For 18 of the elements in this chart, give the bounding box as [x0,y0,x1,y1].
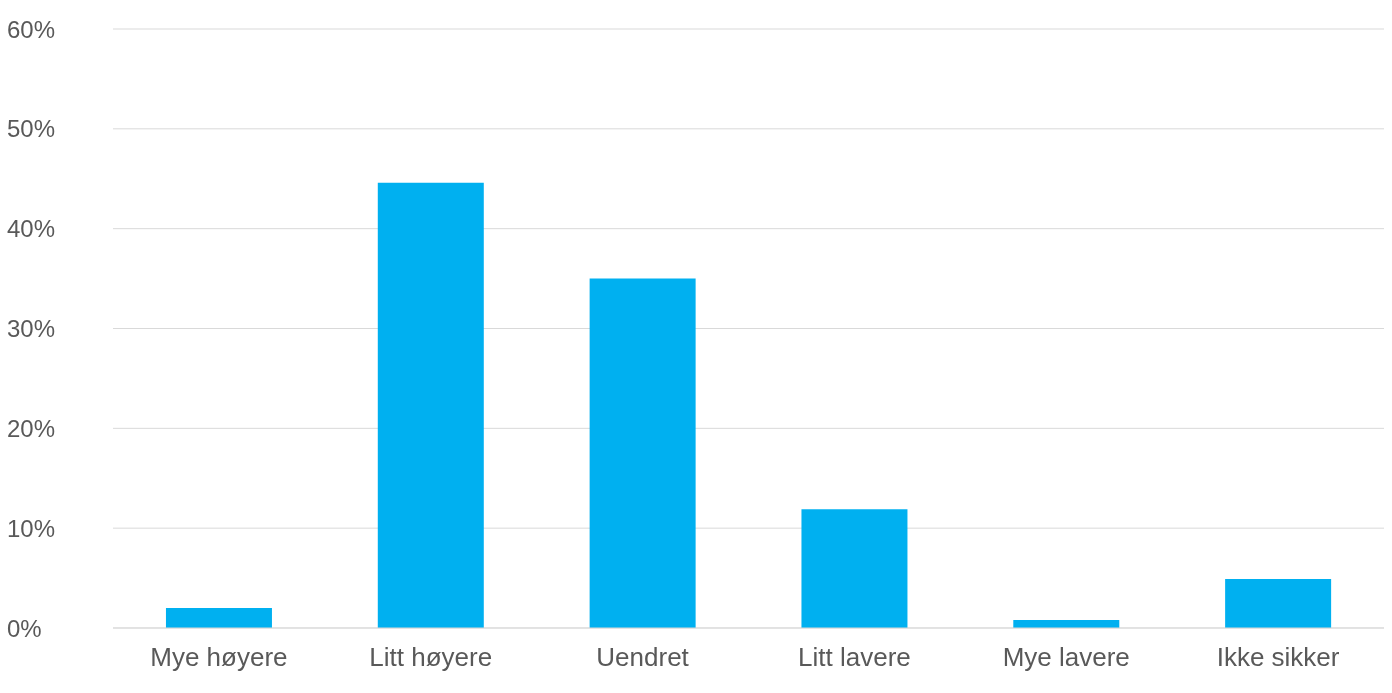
x-tick-label: Mye høyere [150,642,288,673]
bar [377,182,484,628]
x-tick-label: Uendret [596,642,690,673]
y-tick-label: 20% [7,414,56,442]
x-tick-label: Litt høyere [369,642,493,673]
y-tick-label: 60% [7,15,56,43]
y-tick-label: 50% [7,115,56,143]
bar [1225,579,1332,628]
x-tick-label: Litt lavere [798,642,911,673]
bar [801,509,908,628]
y-tick-label: 0% [7,614,42,642]
x-tick-label: Mye lavere [1002,642,1130,673]
x-tick-label: Ikke sikker [1216,642,1340,673]
y-tick-label: 10% [7,514,56,542]
y-tick-label: 30% [7,315,56,343]
y-tick-label: 40% [7,215,56,243]
bar [165,608,272,628]
bar [589,278,696,628]
